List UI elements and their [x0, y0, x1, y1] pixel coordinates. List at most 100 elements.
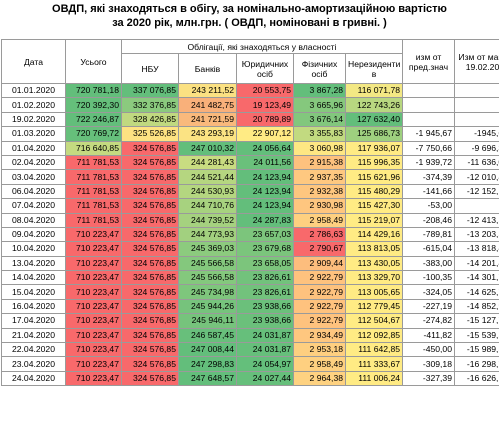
- cell-total: 711 781,53: [65, 183, 122, 200]
- table-row: 06.04.2020 711 781,53 324 576,85 244 530,93…: [1, 183, 499, 200]
- cell-banks: 243 211,52: [178, 82, 237, 99]
- table-row: 09.04.2020 710 223,47 324 576,85 244 773,93…: [1, 226, 499, 243]
- cell-individuals: 2 922,79: [293, 284, 346, 300]
- cell-legal: 24 056,64: [236, 140, 294, 156]
- cell-legal: 24 123,94: [236, 198, 294, 214]
- cell-banks: 244 710,76: [178, 198, 237, 214]
- cell-change-prev: [402, 97, 455, 113]
- cell-individuals: 2 786,63: [293, 226, 346, 243]
- cell-change-max: -12 010,44: [454, 169, 499, 185]
- cell-legal: 24 031,87: [236, 327, 294, 344]
- cell-legal: 24 287,83: [236, 212, 294, 228]
- cell-total: 710 223,47: [65, 284, 122, 300]
- cell-nonresidents: 113 813,05: [345, 241, 403, 257]
- cell-date: 10.04.2020: [1, 241, 66, 257]
- cell-nbu: 324 576,85: [121, 298, 179, 315]
- cell-banks: 245 946,11: [178, 313, 237, 329]
- cell-individuals: 2 964,38: [293, 370, 346, 387]
- cell-total: 710 223,47: [65, 255, 122, 272]
- cell-legal: 23 938,66: [236, 313, 294, 329]
- cell-nonresidents: 115 480,29: [345, 183, 403, 200]
- cell-change-max: -15 539,59: [454, 327, 499, 344]
- cell-legal: 24 123,94: [236, 183, 294, 200]
- cell-nonresidents: 111 642,85: [345, 342, 403, 358]
- header-change-prev: изм от пред.знач: [402, 39, 455, 84]
- cell-individuals: 2 930,98: [293, 198, 346, 214]
- cell-nbu: 324 576,85: [121, 255, 179, 272]
- cell-total: 710 223,47: [65, 370, 122, 387]
- cell-date: 14.04.2020: [1, 270, 66, 286]
- cell-individuals: 2 934,49: [293, 327, 346, 344]
- table-row: 08.04.2020 711 781,53 324 576,85 244 739,52…: [1, 212, 499, 228]
- cell-banks: 244 739,52: [178, 212, 237, 228]
- cell-total: 710 223,47: [65, 270, 122, 286]
- cell-change-max: -12 413,56: [454, 212, 499, 228]
- cell-change-prev: -274,82: [402, 313, 455, 329]
- cell-change-max: -15 127,77: [454, 313, 499, 329]
- cell-total: 722 246,87: [65, 111, 122, 128]
- cell-change-max: -13 203,37: [454, 226, 499, 243]
- cell-banks: 245 566,58: [178, 270, 237, 286]
- header-banks: Банків: [178, 53, 237, 84]
- cell-total: 710 223,47: [65, 313, 122, 329]
- cell-change-prev: -324,05: [402, 284, 455, 300]
- table-row: 16.04.2020 710 223,47 324 576,85 245 944,26…: [1, 298, 499, 315]
- cell-date: 16.04.2020: [1, 298, 66, 315]
- cell-individuals: 2 958,49: [293, 212, 346, 228]
- cell-date: 23.04.2020: [1, 356, 66, 372]
- cell-date: 02.04.2020: [1, 154, 66, 171]
- table-row: 23.04.2020 710 223,47 324 576,85 247 298,83…: [1, 356, 499, 372]
- cell-date: 01.03.2020: [1, 126, 66, 142]
- cell-legal: 23 826,61: [236, 284, 294, 300]
- cell-nonresidents: 111 333,67: [345, 356, 403, 372]
- cell-change-prev: -1 945,67: [402, 126, 455, 142]
- cell-nbu: 324 576,85: [121, 313, 179, 329]
- cell-total: 711 781,53: [65, 198, 122, 214]
- cell-change-prev: -327,39: [402, 370, 455, 387]
- cell-nbu: 324 576,85: [121, 169, 179, 185]
- cell-individuals: 2 958,49: [293, 356, 346, 372]
- cell-total: 720 769,72: [65, 126, 122, 142]
- table-row: 03.04.2020 711 781,53 324 576,85 244 521,44…: [1, 169, 499, 185]
- cell-banks: 247 010,32: [178, 140, 237, 156]
- cell-change-max: [454, 198, 499, 214]
- cell-total: 711 781,53: [65, 154, 122, 171]
- cell-legal: 22 907,12: [236, 126, 294, 142]
- cell-change-max: -14 852,95: [454, 298, 499, 315]
- cell-nbu: 324 576,85: [121, 270, 179, 286]
- cell-banks: 244 521,44: [178, 169, 237, 185]
- cell-individuals: 3 060,98: [293, 140, 346, 156]
- cell-nbu: 324 576,85: [121, 198, 179, 214]
- cell-legal: 19 123,49: [236, 97, 294, 113]
- cell-change-max: -16 626,16: [454, 370, 499, 387]
- cell-total: 720 781,18: [65, 82, 122, 99]
- cell-nonresidents: 112 779,45: [345, 298, 403, 315]
- cell-nbu: 324 576,85: [121, 342, 179, 358]
- cell-nonresidents: 111 006,24: [345, 370, 403, 387]
- cell-total: 710 223,47: [65, 327, 122, 344]
- cell-date: 01.04.2020: [1, 140, 66, 156]
- cell-individuals: 2 953,18: [293, 342, 346, 358]
- cell-change-max: [454, 82, 499, 99]
- cell-nonresidents: 113 430,05: [345, 255, 403, 272]
- ovdp-table: Дата Усього Облігації, які знаходяться у…: [1, 39, 499, 387]
- cell-nonresidents: 122 743,26: [345, 97, 403, 113]
- cell-nonresidents: 117 936,07: [345, 140, 403, 156]
- table-row: 22.04.2020 710 223,47 324 576,85 247 008,44…: [1, 342, 499, 358]
- cell-individuals: 3 676,14: [293, 111, 346, 128]
- cell-banks: 245 566,58: [178, 255, 237, 272]
- cell-date: 13.04.2020: [1, 255, 66, 272]
- header-individuals: Фізичних осіб: [293, 53, 346, 84]
- cell-nonresidents: 115 621,96: [345, 169, 403, 185]
- cell-date: 01.01.2020: [1, 82, 66, 99]
- cell-change-prev: -374,39: [402, 169, 455, 185]
- cell-date: 09.04.2020: [1, 226, 66, 243]
- cell-legal: 23 826,61: [236, 270, 294, 286]
- header-total: Усього: [65, 39, 122, 84]
- cell-nbu: 337 076,85: [121, 82, 179, 99]
- header-date: Дата: [1, 39, 66, 84]
- cell-total: 710 223,47: [65, 342, 122, 358]
- cell-change-prev: [402, 111, 455, 128]
- cell-total: 720 392,30: [65, 97, 122, 113]
- cell-change-max: -14 301,76: [454, 270, 499, 286]
